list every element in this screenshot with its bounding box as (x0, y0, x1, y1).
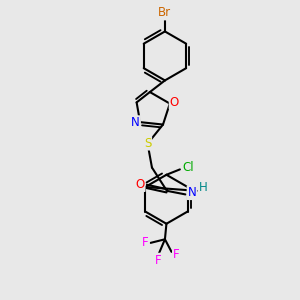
Text: O: O (135, 178, 145, 191)
Text: F: F (155, 254, 162, 267)
Text: F: F (142, 236, 149, 249)
Text: N: N (131, 116, 140, 129)
Text: Cl: Cl (182, 160, 194, 173)
Text: Br: Br (158, 6, 172, 20)
Text: N: N (188, 186, 196, 199)
Text: S: S (144, 136, 151, 150)
Text: O: O (170, 96, 179, 109)
Text: H: H (199, 181, 208, 194)
Text: F: F (173, 248, 180, 261)
